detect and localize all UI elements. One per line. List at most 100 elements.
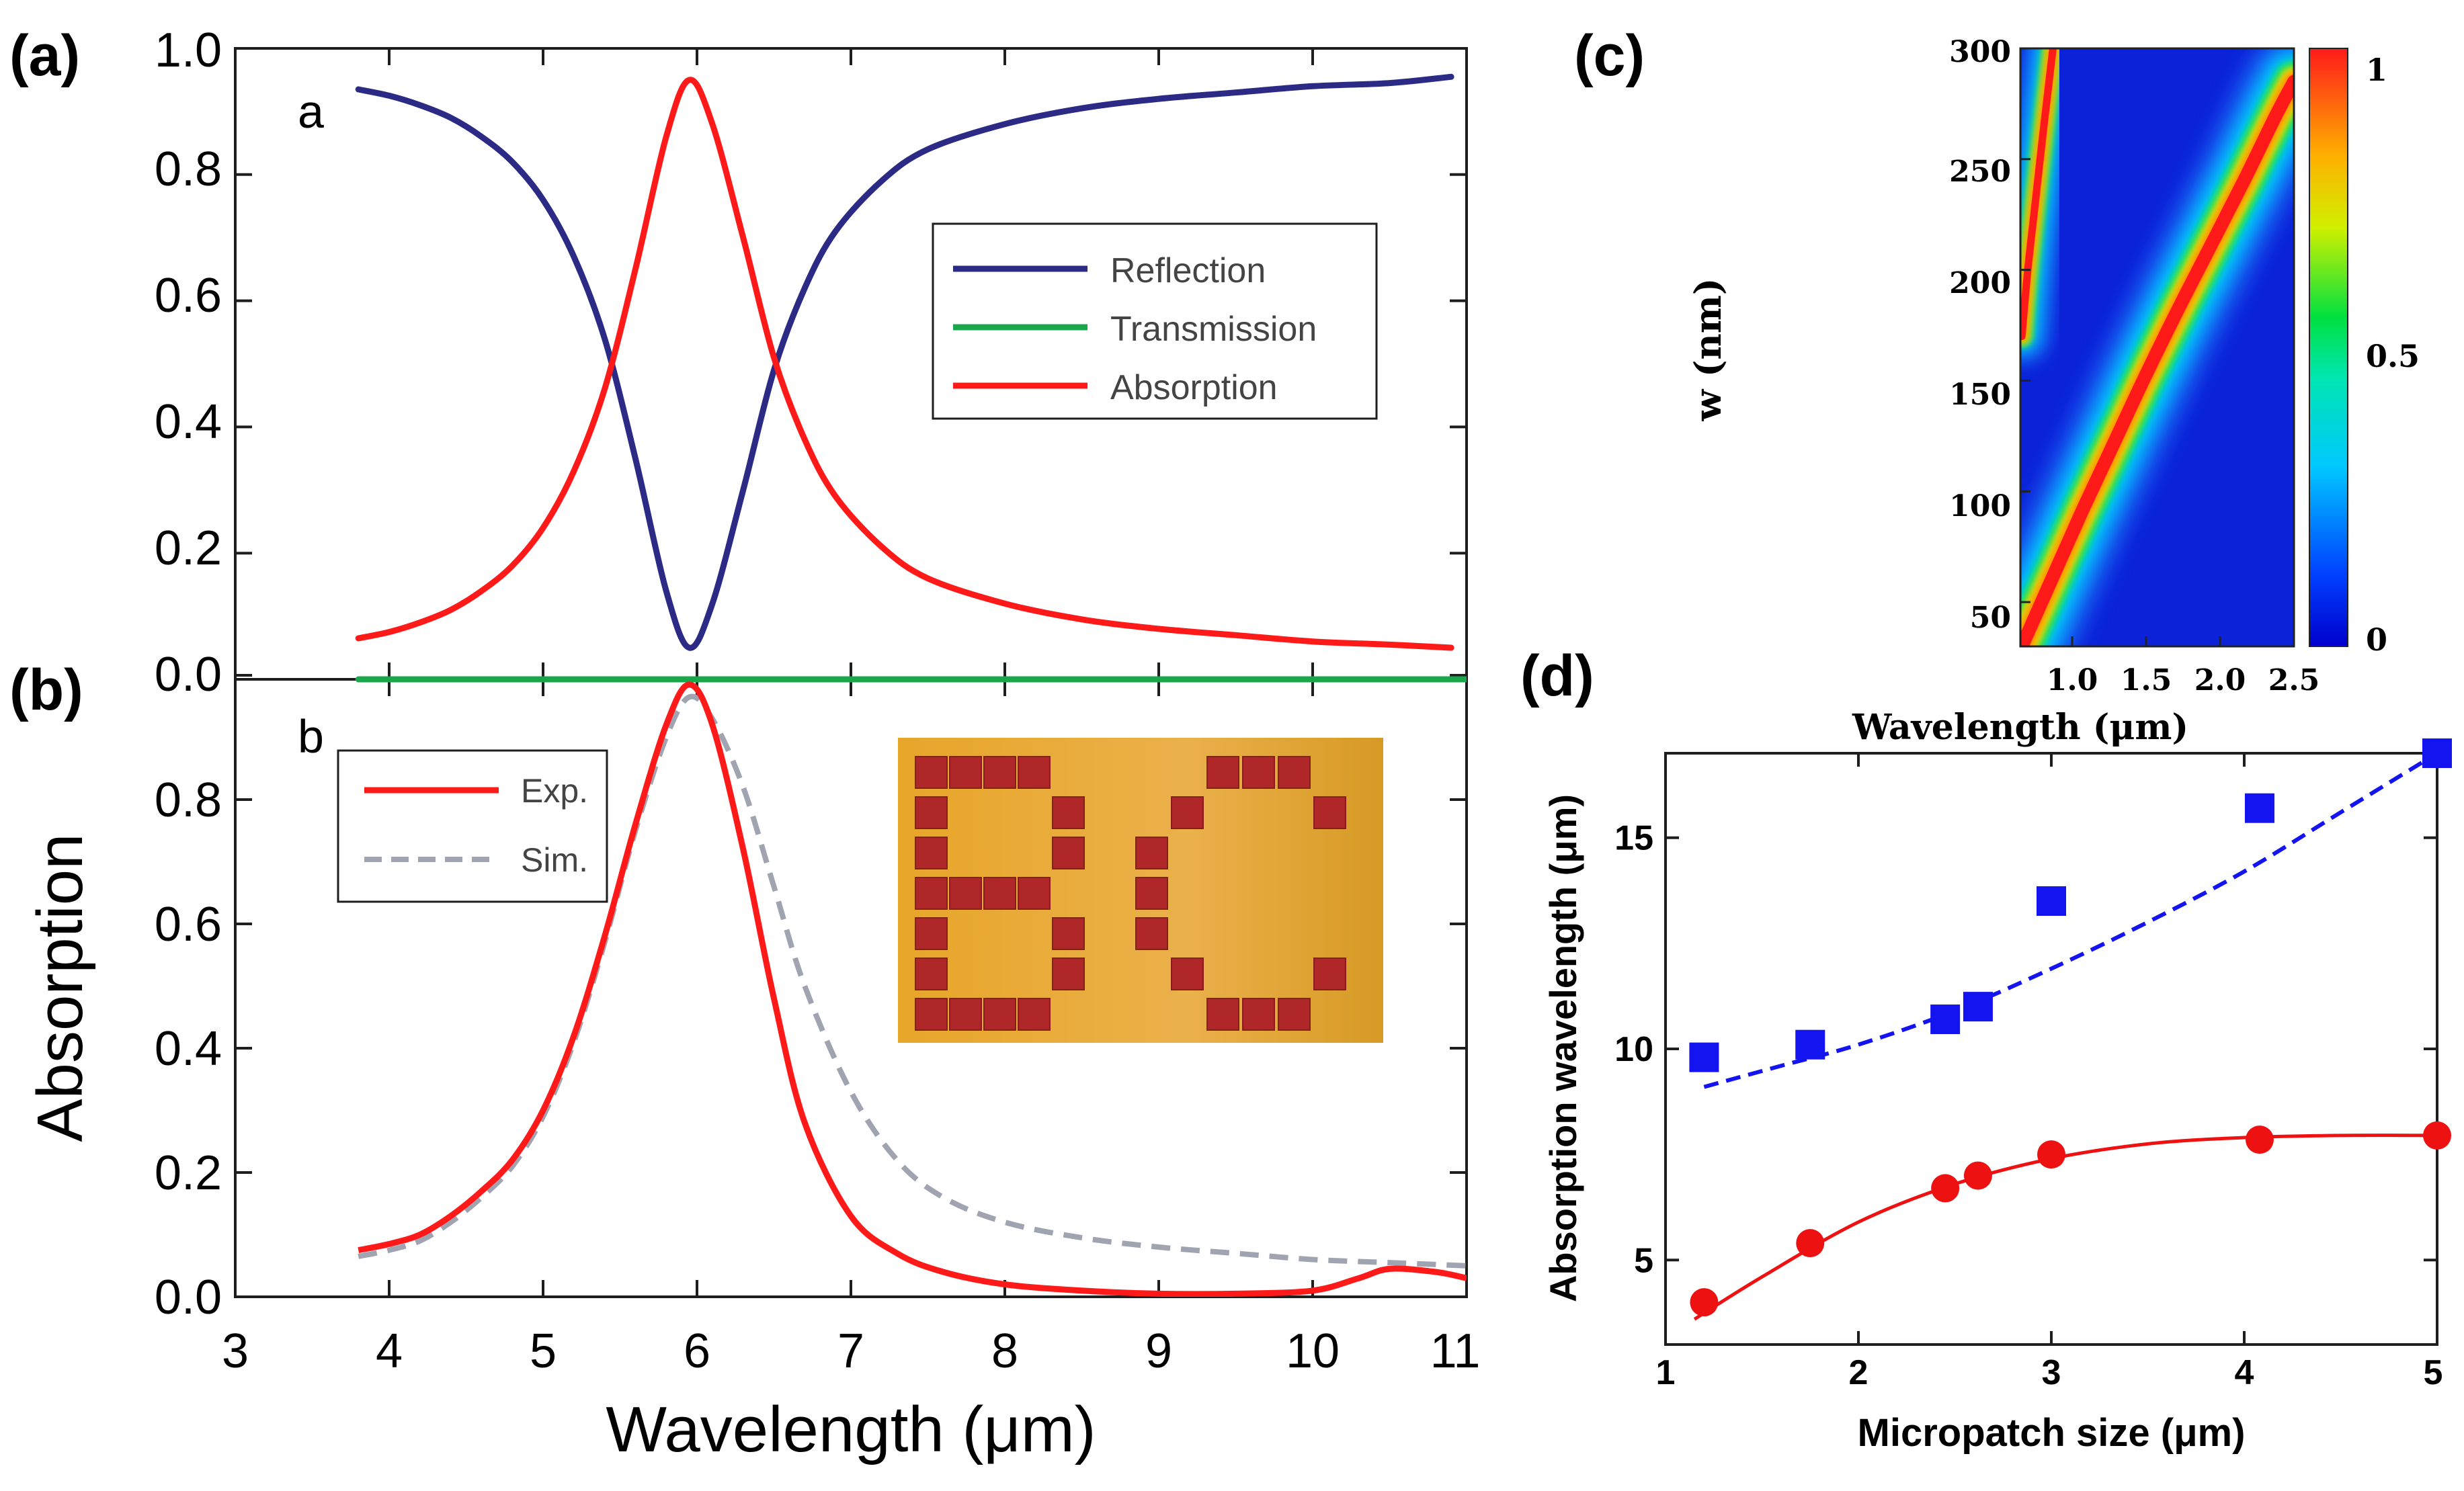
series-sim-line xyxy=(358,693,1467,1269)
blue-square-point xyxy=(1930,1005,1961,1034)
red-circle-point xyxy=(1931,1174,1960,1203)
b-xtick-11: 11 xyxy=(1430,1324,1481,1378)
heat-layers xyxy=(2020,48,2294,646)
panel-label-c: (c) xyxy=(1574,24,1645,88)
c-ytick-200: 200 xyxy=(1949,266,2011,300)
d-ytick-10: 10 xyxy=(1614,1030,1653,1069)
a-ytick-4: 0.8 xyxy=(155,142,222,196)
b-xtick-10: 10 xyxy=(1286,1324,1340,1378)
panel-d: (d) 5 10 15 1 2 3 4 5 Micropatch size (μ… xyxy=(1520,644,2452,1455)
series-reflection-line xyxy=(355,73,1454,651)
inset-patch xyxy=(915,877,948,910)
series-d xyxy=(1689,738,2452,1321)
d-xtick-5: 5 xyxy=(2424,1353,2443,1392)
inset-patch xyxy=(983,756,1016,789)
b-ytick-2: 0.4 xyxy=(155,1022,222,1076)
b-ytick-1: 0.2 xyxy=(155,1146,222,1200)
blue-square-point xyxy=(1689,1042,1719,1072)
c-xlabel: Wavelength (μm) xyxy=(1852,707,2188,748)
panel-c: (c) 50 100 150 200 250 300 1.0 1.5 2.0 2… xyxy=(1574,24,2420,748)
heat-ridge-2-peak xyxy=(2020,48,2057,340)
inset-patch xyxy=(1242,756,1275,789)
d-ytick-5: 5 xyxy=(1634,1241,1653,1280)
inset-patch xyxy=(915,917,948,950)
c-ytick-150: 150 xyxy=(1949,378,2011,412)
d-ytick-15: 15 xyxy=(1614,819,1653,858)
colorbar xyxy=(2309,48,2348,647)
inset-patch xyxy=(1313,957,1346,990)
c-ytick-300: 300 xyxy=(1949,35,2011,69)
colorbar-tick-1: 1 xyxy=(2366,52,2387,88)
c-xtick-2.0: 2.0 xyxy=(2194,663,2246,697)
d-xlabel: Micropatch size (μm) xyxy=(1858,1411,2246,1455)
legend-b-box xyxy=(337,749,608,903)
c-ytick-100: 100 xyxy=(1949,489,2011,523)
ticks-c xyxy=(2020,47,2295,646)
c-xtick-2.5: 2.5 xyxy=(2268,663,2320,697)
a-ytick-0: 0.0 xyxy=(155,648,222,701)
red-fit-line xyxy=(1693,1134,2438,1321)
inset-patch xyxy=(915,796,948,829)
c-ylabel: w (nm) xyxy=(1686,278,1729,422)
legend-sim-label: Sim. xyxy=(521,841,588,879)
inset-patch xyxy=(1135,877,1168,910)
d-xtick-4: 4 xyxy=(2235,1353,2254,1392)
inset-patch xyxy=(1052,837,1085,869)
heatmap-frame xyxy=(2019,47,2295,648)
blue-square-point xyxy=(2244,793,2274,823)
inset-patch xyxy=(1052,957,1085,990)
panel-label-b: (b) xyxy=(9,658,83,722)
inset-patch xyxy=(1278,998,1311,1031)
inset-patch xyxy=(1018,998,1051,1031)
b-ytick-0: 0.0 xyxy=(155,1271,222,1324)
c-ytick-50: 50 xyxy=(1970,601,2011,635)
panel-label-d: (d) xyxy=(1520,644,1594,708)
d-ylabel: Absorption wavelength (μm) xyxy=(1542,794,1584,1302)
b-xtick-8: 8 xyxy=(991,1324,1018,1378)
ticks-ab xyxy=(234,47,1468,1298)
series-ab xyxy=(355,73,1467,1297)
legend-absorption-label: Absorption xyxy=(1110,368,1278,407)
b-xtick-4: 4 xyxy=(376,1324,403,1378)
inset-patch xyxy=(983,998,1016,1031)
inset-patch xyxy=(1278,756,1311,789)
inset-patch xyxy=(1242,998,1275,1031)
inset-patch xyxy=(983,877,1016,910)
legend-reflection-label: Reflection xyxy=(1110,251,1266,290)
inset-patch xyxy=(1206,998,1239,1031)
series-absorption-line xyxy=(355,77,1454,651)
red-circle-point xyxy=(2423,1121,2451,1150)
inset-patches xyxy=(915,756,1346,1031)
legend-b: Exp. Sim. xyxy=(337,749,608,903)
panel-label-a: (a) xyxy=(9,24,80,88)
inset-patch xyxy=(1135,917,1168,950)
inset-patch xyxy=(949,756,982,789)
b-ytick-3: 0.6 xyxy=(155,898,222,951)
c-xtick-1.5: 1.5 xyxy=(2121,663,2172,697)
series-exp-line xyxy=(358,681,1467,1297)
a-ytick-3: 0.6 xyxy=(155,269,222,323)
legend-exp-label: Exp. xyxy=(521,772,588,810)
heat-ridge-1-peak xyxy=(2020,75,2294,646)
inset-patch xyxy=(915,837,948,869)
legend-transmission-label: Transmission xyxy=(1110,310,1317,349)
heatmap-area xyxy=(2020,48,2294,646)
red-circle-point xyxy=(1963,1161,1992,1190)
a-ytick-2: 0.4 xyxy=(155,395,222,449)
inset-photo: BC xyxy=(898,738,1383,1043)
a-ytick-1: 0.2 xyxy=(155,521,222,575)
c-xtick-1.0: 1.0 xyxy=(2047,663,2098,697)
panel-ab: (a) (b) 0.0 0.2 0.4 0.6 0.8 1.0 0.0 0.2 … xyxy=(9,24,1481,1465)
inset-patch xyxy=(1018,756,1051,789)
inset-patch xyxy=(1171,796,1204,829)
inset-patch xyxy=(915,998,948,1031)
b-xtick-3: 3 xyxy=(222,1324,249,1378)
inset-patch xyxy=(1135,837,1168,869)
b-xtick-6: 6 xyxy=(684,1324,710,1378)
inset-patch xyxy=(949,998,982,1031)
blue-square-point xyxy=(2037,886,2066,916)
inset-patch xyxy=(1206,756,1239,789)
d-xtick-1: 1 xyxy=(1656,1353,1676,1392)
d-xtick-2: 2 xyxy=(1849,1353,1868,1392)
blue-square-point xyxy=(1963,992,1993,1022)
